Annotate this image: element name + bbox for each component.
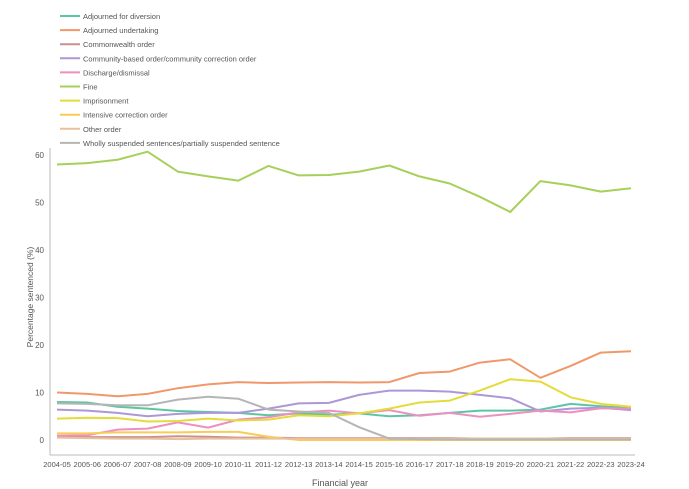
legend-label: Adjourned for diversion: [83, 12, 160, 21]
x-tick-label: 2008-09: [164, 460, 192, 469]
legend: Adjourned for diversion Adjourned underta…: [60, 12, 280, 148]
x-tick-label: 2023-24: [617, 460, 645, 469]
legend-label: Discharge/dismissal: [83, 68, 150, 77]
series-line-9: [56, 395, 631, 441]
legend-label: Commonwealth order: [83, 40, 155, 49]
legend-item[interactable]: Wholly suspended sentences/partially sus…: [60, 139, 280, 148]
y-tick-label: 40: [35, 246, 44, 255]
series-line-1: [56, 350, 632, 398]
series-line-5: [56, 150, 632, 213]
legend-label: Community-based order/community correcti…: [83, 54, 257, 63]
legend-label: Imprisonment: [83, 97, 129, 106]
x-tick-label: 2014-15: [345, 460, 373, 469]
y-tick-label: 10: [35, 389, 44, 398]
x-tick-label: 2007-08: [134, 460, 162, 469]
legend-label: Wholly suspended sentences/partially sus…: [83, 139, 280, 148]
legend-item[interactable]: Intensive correction order: [60, 111, 168, 120]
x-tick-label: 2017-18: [436, 460, 464, 469]
x-axis-title: Financial year: [312, 478, 368, 488]
x-tick-label: 2020-21: [527, 460, 555, 469]
x-tick-label: 2009-10: [194, 460, 222, 469]
y-tick-label: 30: [35, 294, 44, 303]
legend-item[interactable]: Imprisonment: [60, 97, 129, 106]
x-tick-label: 2021-22: [557, 460, 585, 469]
legend-item[interactable]: Commonwealth order: [60, 40, 155, 49]
y-tick-label: 50: [35, 199, 44, 208]
x-tick-label: 2016-17: [406, 460, 434, 469]
x-tick-label: 2015-16: [376, 460, 404, 469]
x-tick-label: 2012-13: [285, 460, 313, 469]
legend-item[interactable]: Discharge/dismissal: [60, 68, 150, 77]
legend-label: Adjourned undertaking: [83, 26, 158, 35]
legend-item[interactable]: Adjourned undertaking: [60, 26, 158, 35]
x-tick-label: 2018-19: [466, 460, 494, 469]
x-tick-label: 2013-14: [315, 460, 343, 469]
x-tick-label: 2019-20: [496, 460, 524, 469]
series-line-3: [56, 389, 632, 418]
legend-label: Fine: [83, 83, 98, 92]
series-line-6: [56, 378, 632, 423]
x-tick-label: 2006-07: [104, 460, 132, 469]
x-tick-label: 2011-12: [255, 460, 282, 469]
legend-label: Other order: [83, 125, 122, 134]
x-tick-label: 2010-11: [225, 460, 252, 469]
y-tick-label: 0: [40, 436, 45, 445]
y-axis-title: Percentage sentenced (%): [25, 247, 35, 348]
x-tick-label: 2005-06: [73, 460, 101, 469]
legend-item[interactable]: Fine: [60, 83, 98, 92]
y-tick-label: 60: [35, 151, 44, 160]
legend-item[interactable]: Other order: [60, 125, 122, 134]
legend-item[interactable]: Community-based order/community correcti…: [60, 54, 257, 63]
series-line-4: [56, 407, 632, 437]
x-tick-label: 2022-23: [587, 460, 615, 469]
y-tick-label: 20: [35, 341, 44, 350]
legend-label: Intensive correction order: [83, 111, 168, 120]
legend-item[interactable]: Adjourned for diversion: [60, 12, 160, 21]
x-tick-label: 2004-05: [43, 460, 71, 469]
